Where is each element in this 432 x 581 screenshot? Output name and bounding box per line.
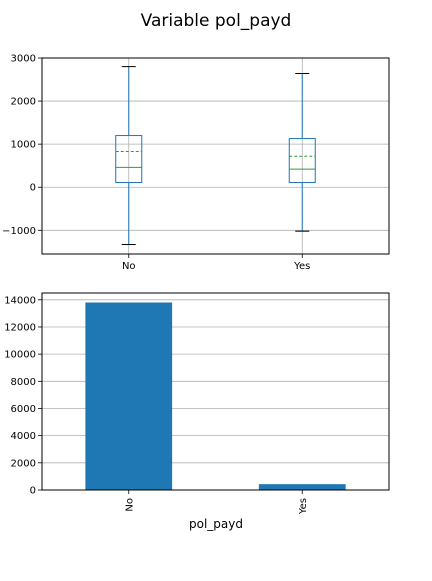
bar-chart-y-tick-label: 0 bbox=[30, 486, 36, 497]
bar-chart-x-axis-label: pol_payd bbox=[189, 517, 243, 531]
box-plot-y-tick-label: 2000 bbox=[11, 97, 36, 108]
box-plot-grid bbox=[42, 57, 389, 254]
bar-chart-axes-frame bbox=[41, 292, 390, 491]
box-plot-y-tick-label: 1000 bbox=[11, 140, 36, 151]
bar-chart-x-tick-label: Yes bbox=[298, 498, 309, 515]
bar-chart-y-ticks: 0 2000 4000 6000 8000 10000 12000 14000 bbox=[4, 295, 42, 497]
box-plot-marks bbox=[115, 66, 316, 246]
box-plot-axes-frame bbox=[41, 57, 390, 255]
box-iqr bbox=[115, 135, 143, 183]
bar-chart-y-tick-label: 4000 bbox=[11, 431, 36, 442]
box-plot-y-ticks: 3000 2000 1000 0 −1000 bbox=[2, 54, 42, 237]
bar-chart-y-tick-label: 14000 bbox=[4, 295, 36, 306]
bar-no bbox=[85, 302, 173, 490]
box-plot-x-tick-label: No bbox=[122, 261, 136, 272]
bar-chart-bars bbox=[85, 302, 346, 490]
suptitle: Variable pol_payd bbox=[141, 11, 292, 31]
bar-chart: 0 2000 4000 6000 8000 10000 12000 14000 No Yes p… bbox=[4, 292, 390, 531]
bar-chart-y-tick-label: 8000 bbox=[11, 377, 36, 388]
bar-chart-y-tick-label: 10000 bbox=[4, 350, 36, 361]
box-plot-y-tick-label: 3000 bbox=[11, 54, 36, 65]
box-plot-y-tick-label: 0 bbox=[30, 183, 36, 194]
bar-yes bbox=[258, 484, 346, 490]
bar-chart-y-tick-label: 6000 bbox=[11, 404, 36, 415]
box-plot-chart: 3000 2000 1000 0 −1000 No Yes bbox=[2, 54, 390, 272]
box-plot-x-ticks: No Yes bbox=[122, 254, 310, 272]
box-plot-x-tick-label: Yes bbox=[293, 261, 310, 272]
bar-chart-y-tick-label: 2000 bbox=[11, 458, 36, 469]
bar-chart-y-tick-label: 12000 bbox=[4, 322, 36, 333]
box-iqr bbox=[288, 138, 316, 183]
bar-chart-x-ticks: No Yes bbox=[124, 490, 309, 515]
bar-chart-x-tick-label: No bbox=[124, 498, 135, 512]
box-plot-y-tick-label: −1000 bbox=[2, 226, 36, 237]
